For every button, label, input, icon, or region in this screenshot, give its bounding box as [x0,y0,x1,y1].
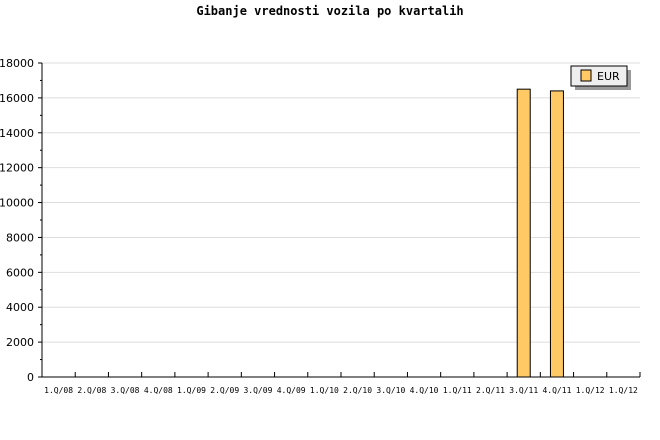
x-tick-label: 4.Q/09 [277,386,306,395]
y-tick-label: 12000 [0,162,34,175]
y-tick-label: 14000 [0,127,34,140]
y-tick-label: 6000 [6,266,34,279]
y-tick-label: 16000 [0,92,34,105]
legend-swatch [580,69,592,82]
y-tick-label: 0 [27,371,34,384]
y-tick-label: 18000 [0,57,34,70]
legend: EUR [570,65,631,90]
x-tick-label: 1.Q/12 [609,386,638,395]
x-tick-label: 1.Q/08 [44,386,73,395]
x-tick-label: 4.Q/11 [542,386,571,395]
y-tick-label: 10000 [0,197,34,210]
x-tick-label: 2.Q/09 [210,386,239,395]
x-tick-label: 1.Q/09 [177,386,206,395]
x-tick-label: 3.Q/09 [243,386,272,395]
y-tick-label: 4000 [6,301,34,314]
x-tick-label: 2.Q/10 [343,386,372,395]
x-tick-label: 3.Q/08 [111,386,140,395]
x-tick-label: 1.Q/10 [310,386,339,395]
x-tick-label: 1.Q/11 [443,386,472,395]
x-tick-label: 3.Q/11 [509,386,538,395]
x-tick-label: 2.Q/08 [77,386,106,395]
bar [549,90,564,378]
x-tick-label: 1.Q/12 [576,386,605,395]
y-tick-label: 8000 [6,231,34,244]
x-tick-label: 4.Q/10 [410,386,439,395]
y-tick-label: 2000 [6,336,34,349]
legend-label: EUR [597,70,620,83]
x-tick-label: 3.Q/10 [376,386,405,395]
chart-title: Gibanje vrednosti vozila po kvartalih [196,4,463,18]
x-tick-label: 4.Q/08 [144,386,173,395]
x-tick-label: 2.Q/11 [476,386,505,395]
bar [516,88,531,378]
